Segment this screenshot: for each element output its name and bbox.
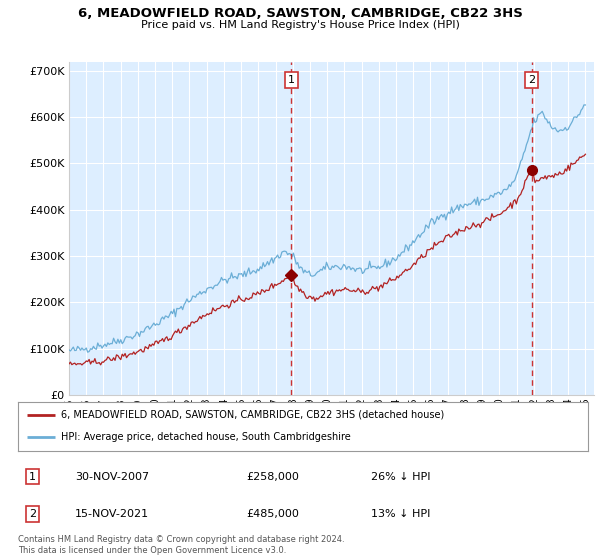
Text: £258,000: £258,000 [246, 472, 299, 482]
Text: 13% ↓ HPI: 13% ↓ HPI [371, 509, 431, 519]
Text: 6, MEADOWFIELD ROAD, SAWSTON, CAMBRIDGE, CB22 3HS (detached house): 6, MEADOWFIELD ROAD, SAWSTON, CAMBRIDGE,… [61, 410, 444, 420]
Text: Contains HM Land Registry data © Crown copyright and database right 2024.
This d: Contains HM Land Registry data © Crown c… [18, 535, 344, 555]
Text: HPI: Average price, detached house, South Cambridgeshire: HPI: Average price, detached house, Sout… [61, 432, 350, 442]
Text: 2: 2 [528, 75, 535, 85]
Text: £485,000: £485,000 [246, 509, 299, 519]
Text: 1: 1 [29, 472, 36, 482]
Text: 30-NOV-2007: 30-NOV-2007 [75, 472, 149, 482]
Text: Price paid vs. HM Land Registry's House Price Index (HPI): Price paid vs. HM Land Registry's House … [140, 20, 460, 30]
Text: 1: 1 [288, 75, 295, 85]
Text: 2: 2 [29, 509, 36, 519]
Text: 15-NOV-2021: 15-NOV-2021 [75, 509, 149, 519]
Text: 26% ↓ HPI: 26% ↓ HPI [371, 472, 431, 482]
Text: 6, MEADOWFIELD ROAD, SAWSTON, CAMBRIDGE, CB22 3HS: 6, MEADOWFIELD ROAD, SAWSTON, CAMBRIDGE,… [77, 7, 523, 20]
